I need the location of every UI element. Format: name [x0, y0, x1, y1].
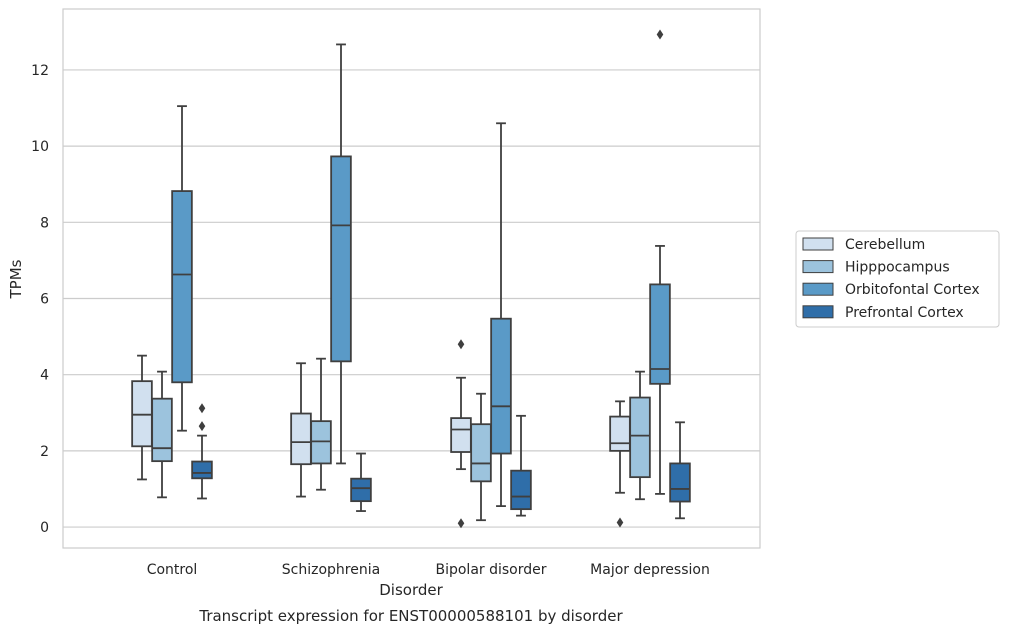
box-orbitofontal-cortex-major-depression: [649, 29, 671, 495]
box-body: [450, 417, 472, 453]
legend: Cerebellum Hipppocampus Orbitofontal Corte…: [795, 230, 1000, 328]
x-tick-labels: Control Schizophrenia Bipolar disorder Majo…: [147, 562, 710, 578]
outlier-point: [457, 518, 465, 529]
box-body: [350, 477, 372, 503]
box-hipppocampus-control: [151, 370, 173, 499]
legend-label-orbitofontal-cortex: Orbitofontal Cortex: [845, 282, 980, 298]
box-body: [330, 155, 352, 363]
box-body: [290, 412, 312, 466]
x-axis-label: Disorder: [379, 581, 443, 599]
box-cerebellum-bipolar-disorder: [450, 339, 472, 529]
plot-frame: [62, 8, 761, 549]
box-body: [151, 397, 173, 463]
box-orbitofontal-cortex-bipolar-disorder: [490, 122, 512, 507]
box-body: [131, 380, 153, 448]
y-tick-label-8: 8: [40, 215, 49, 231]
legend-label-hipppocampus: Hipppocampus: [845, 260, 950, 276]
box-body: [669, 462, 691, 503]
box-prefrontal-cortex-major-depression: [669, 421, 691, 520]
boxes: [131, 29, 691, 529]
box-hipppocampus-schizophrenia: [310, 357, 332, 491]
y-tick-label-10: 10: [31, 139, 49, 155]
box-body: [470, 423, 492, 483]
legend-swatch-prefrontal-cortex: [802, 305, 834, 319]
y-tick-label-12: 12: [31, 63, 49, 79]
box-prefrontal-cortex-schizophrenia: [350, 452, 372, 512]
legend-label-prefrontal-cortex: Prefrontal Cortex: [845, 305, 964, 321]
box-orbitofontal-cortex-schizophrenia: [330, 43, 352, 465]
box-body: [510, 469, 532, 511]
box-body: [609, 415, 631, 452]
y-tick-label-0: 0: [40, 520, 49, 536]
box-body: [171, 190, 193, 384]
legend-swatch-cerebellum: [802, 237, 834, 251]
legend-swatch-hipppocampus: [802, 260, 834, 274]
box-orbitofontal-cortex-control: [171, 105, 193, 432]
box-hipppocampus-major-depression: [629, 370, 651, 501]
x-tick-label-schizophrenia: Schizophrenia: [282, 562, 380, 578]
outlier-point: [457, 339, 465, 350]
y-axis-label: TPMs: [7, 259, 25, 299]
legend-label-cerebellum: Cerebellum: [845, 237, 925, 253]
box-body: [649, 283, 671, 385]
box-cerebellum-major-depression: [609, 400, 631, 528]
x-tick-label-bipolar-disorder: Bipolar disorder: [435, 562, 546, 578]
outlier-point: [616, 517, 624, 528]
legend-swatch-orbitofontal-cortex: [802, 282, 834, 296]
outlier-point: [198, 421, 206, 432]
outlier-point: [656, 29, 664, 40]
box-cerebellum-schizophrenia: [290, 362, 312, 498]
box-body: [490, 317, 512, 455]
legend-frame: [795, 230, 1000, 328]
y-tick-label-2: 2: [40, 444, 49, 460]
box-prefrontal-cortex-control: [191, 403, 213, 500]
box-body: [191, 460, 213, 480]
outlier-point: [198, 403, 206, 414]
x-tick-label-major-depression: Major depression: [590, 562, 710, 578]
chart-title: Transcript expression for ENST0000058810…: [198, 607, 623, 625]
box-hipppocampus-bipolar-disorder: [470, 392, 492, 522]
x-tick-label-control: Control: [147, 562, 198, 578]
box-body: [629, 396, 651, 479]
box-prefrontal-cortex-bipolar-disorder: [510, 414, 532, 517]
y-tick-label-4: 4: [40, 368, 49, 384]
box-body: [310, 420, 332, 465]
y-tick-label-6: 6: [40, 291, 49, 307]
y-tick-labels: 0 2 4 6 8 10 12: [31, 63, 49, 536]
